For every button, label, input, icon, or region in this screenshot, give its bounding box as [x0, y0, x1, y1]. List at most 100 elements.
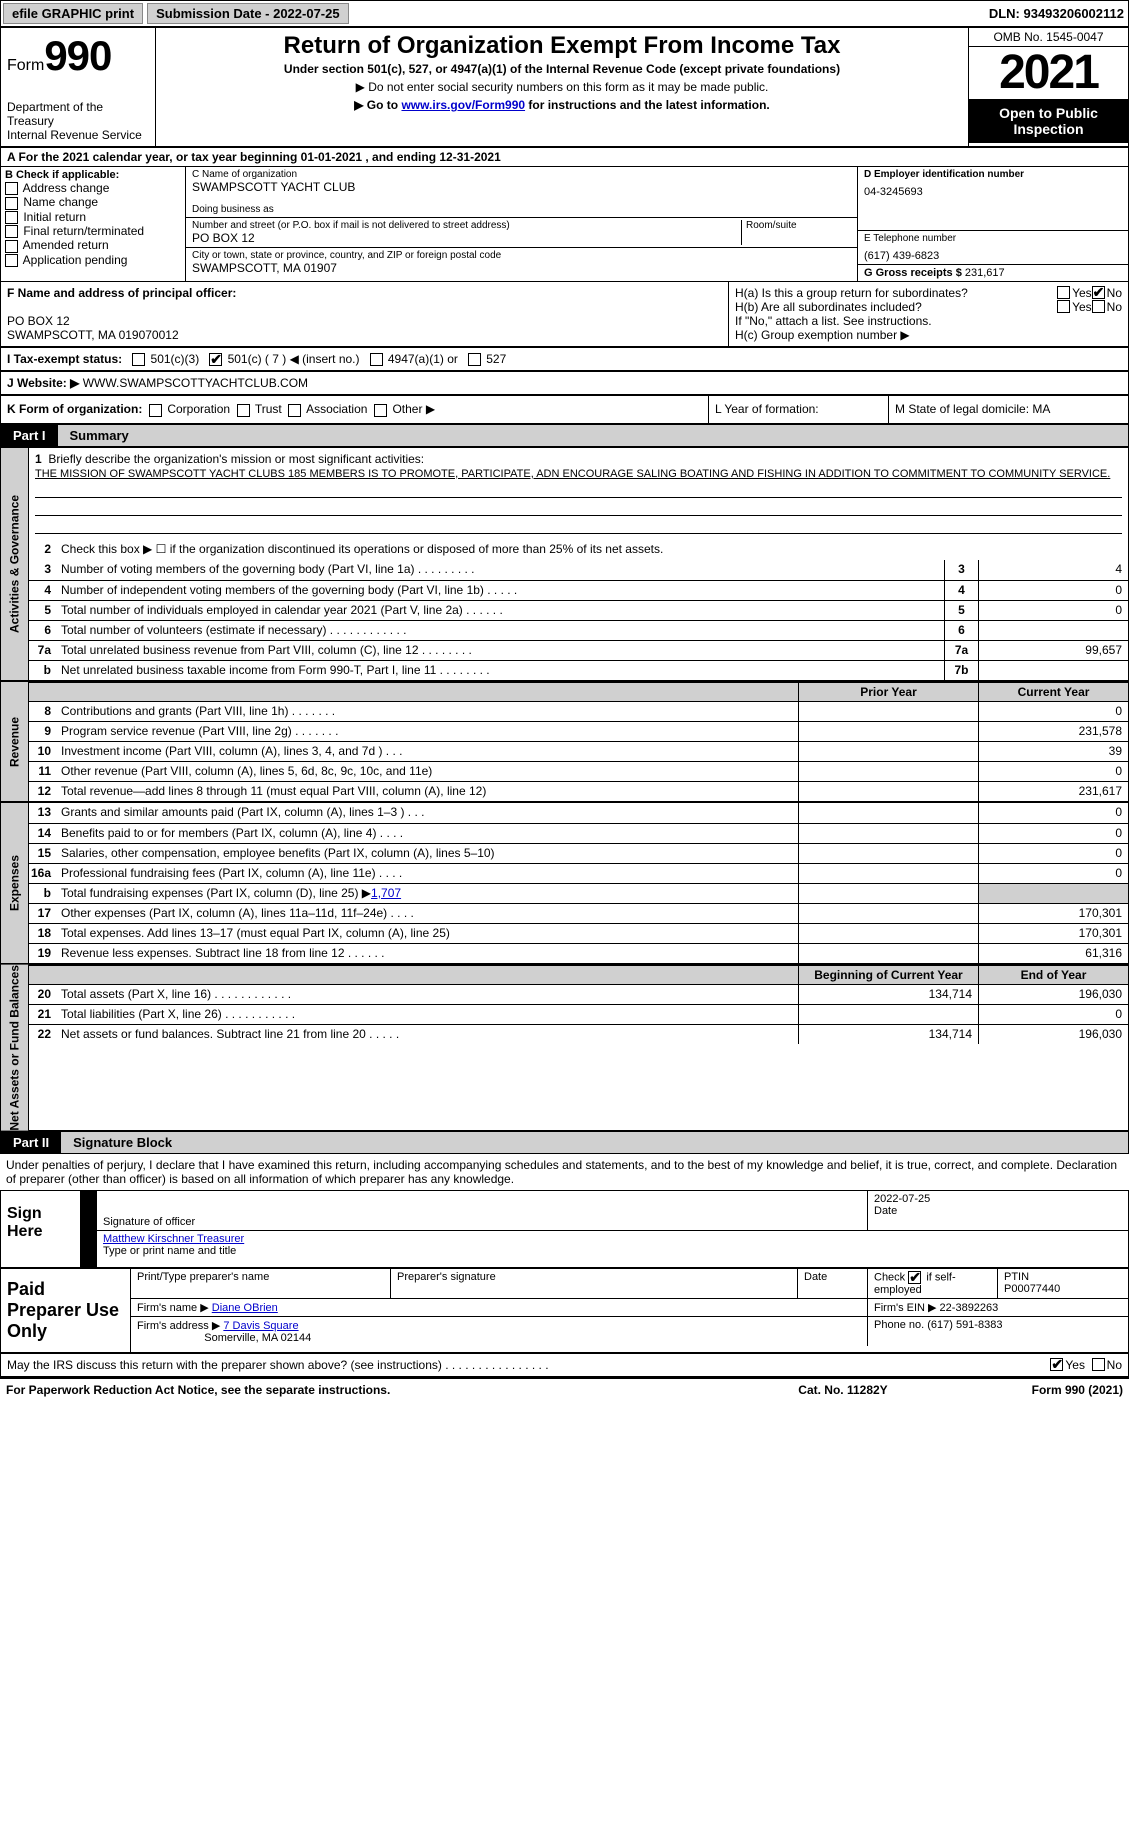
chk-label-0: Address change: [23, 181, 110, 195]
hb2-label: If "No," attach a list. See instructions…: [735, 314, 1122, 328]
gross-label: G Gross receipts $: [864, 267, 962, 279]
line10-curr: 39: [978, 742, 1128, 761]
line13-prior: [798, 803, 978, 823]
chk-4947[interactable]: [370, 353, 383, 366]
line5-box: 5: [944, 601, 978, 620]
chk-self-employed[interactable]: [908, 1271, 921, 1284]
line21-num: 21: [29, 1005, 57, 1024]
submission-date-button[interactable]: Submission Date - 2022-07-25: [147, 3, 349, 24]
line18-prior: [798, 924, 978, 943]
line9-desc: Program service revenue (Part VIII, line…: [57, 722, 798, 741]
hb-yes-checkbox[interactable]: [1057, 300, 1070, 313]
hdr-prior-year: Prior Year: [798, 683, 978, 701]
line14-desc: Benefits paid to or for members (Part IX…: [57, 824, 798, 843]
line22-num: 22: [29, 1025, 57, 1044]
chk-trust[interactable]: [237, 404, 250, 417]
address-cell: Number and street (or P.O. box if mail i…: [186, 218, 857, 248]
part1-title: Summary: [58, 425, 1128, 446]
row-a-calendar-year: A For the 2021 calendar year, or tax yea…: [0, 147, 1129, 167]
line5-desc: Total number of individuals employed in …: [57, 601, 944, 620]
sign-here-label: Sign Here: [1, 1191, 81, 1267]
prep-sig-label: Preparer's signature: [391, 1269, 798, 1298]
line11-curr: 0: [978, 762, 1128, 781]
firm-name-label: Firm's name ▶: [137, 1302, 209, 1314]
line20-curr: 196,030: [978, 985, 1128, 1004]
line6-val: [978, 621, 1128, 640]
chk-name-change[interactable]: [5, 197, 18, 210]
chk-501c3[interactable]: [132, 353, 145, 366]
line21-curr: 0: [978, 1005, 1128, 1024]
ha-label: H(a) Is this a group return for subordin…: [735, 286, 1057, 300]
opt-trust: Trust: [255, 402, 282, 416]
line15-prior: [798, 844, 978, 863]
line7b-desc: Net unrelated business taxable income fr…: [57, 661, 944, 680]
section-revenue: Revenue Prior YearCurrent Year 8Contribu…: [0, 681, 1129, 802]
part1-tag: Part I: [1, 425, 58, 446]
line11-prior: [798, 762, 978, 781]
org-name-label: C Name of organization: [192, 169, 851, 180]
hb-no-checkbox[interactable]: [1092, 300, 1105, 313]
mission-label: Briefly describe the organization's miss…: [48, 452, 424, 466]
chk-amended[interactable]: [5, 240, 18, 253]
ha-yes: Yes: [1072, 286, 1092, 300]
line16a-desc: Professional fundraising fees (Part IX, …: [57, 864, 798, 883]
opt-501c3: 501(c)(3): [151, 352, 200, 366]
chk-527[interactable]: [468, 353, 481, 366]
chk-final-return[interactable]: [5, 225, 18, 238]
discuss-no-checkbox[interactable]: [1092, 1358, 1105, 1371]
column-b-checkboxes: B Check if applicable: Address change Na…: [1, 167, 186, 281]
officer-addr2: SWAMPSCOTT, MA 019070012: [7, 328, 179, 342]
chk-initial-return[interactable]: [5, 211, 18, 224]
row-k-org-form: K Form of organization: Corporation Trus…: [0, 395, 1129, 423]
line6-desc: Total number of volunteers (estimate if …: [57, 621, 944, 640]
line20-desc: Total assets (Part X, line 16) . . . . .…: [57, 985, 798, 1004]
ha-no-checkbox[interactable]: [1092, 286, 1105, 299]
form-footer: Form 990 (2021): [943, 1383, 1123, 1397]
gross-cell: G Gross receipts $ 231,617: [858, 265, 1128, 281]
city-value: SWAMPSCOTT, MA 01907: [192, 261, 851, 275]
line4-desc: Number of independent voting members of …: [57, 581, 944, 600]
phone-value: (617) 439-6823: [864, 250, 1122, 262]
line18-desc: Total expenses. Add lines 13–17 (must eq…: [57, 924, 798, 943]
column-c-org-info: C Name of organization SWAMPSCOTT YACHT …: [186, 167, 1128, 281]
hb-yes: Yes: [1072, 300, 1092, 314]
opt-assoc: Association: [306, 402, 367, 416]
officer-info: F Name and address of principal officer:…: [1, 282, 728, 346]
line7b-box: 7b: [944, 661, 978, 680]
header-right: OMB No. 1545-0047 2021 Open to Public In…: [968, 28, 1128, 146]
firm-addr-label: Firm's address ▶: [137, 1320, 220, 1332]
chk-app-pending[interactable]: [5, 254, 18, 267]
chk-assoc[interactable]: [288, 404, 301, 417]
line18-num: 18: [29, 924, 57, 943]
line16b-desc: Total fundraising expenses (Part IX, col…: [57, 884, 798, 903]
footer-q-text: May the IRS discuss this return with the…: [7, 1358, 1050, 1372]
open-inspection: Open to Public Inspection: [969, 99, 1128, 143]
line17-desc: Other expenses (Part IX, column (A), lin…: [57, 904, 798, 923]
row-f-officer: F Name and address of principal officer:…: [0, 281, 1129, 347]
chk-501c[interactable]: [209, 353, 222, 366]
k-label: K Form of organization:: [7, 402, 142, 416]
efile-print-button[interactable]: efile GRAPHIC print: [3, 3, 143, 24]
discuss-yes-checkbox[interactable]: [1050, 1358, 1063, 1371]
dln-label: DLN: 93493206002112: [985, 6, 1128, 21]
chk-label-2: Initial return: [23, 210, 86, 224]
goto-pre: ▶ Go to: [354, 98, 401, 112]
ha-yes-checkbox[interactable]: [1057, 286, 1070, 299]
line16b-link[interactable]: 1,707: [371, 886, 401, 900]
city-label: City or town, state or province, country…: [192, 250, 851, 261]
chk-label-3: Final return/terminated: [23, 224, 144, 238]
chk-corp[interactable]: [149, 404, 162, 417]
irs-link[interactable]: www.irs.gov/Form990: [401, 98, 525, 112]
section-expenses: Expenses 13Grants and similar amounts pa…: [0, 802, 1129, 964]
line11-desc: Other revenue (Part VIII, column (A), li…: [57, 762, 798, 781]
section-net-assets: Net Assets or Fund Balances Beginning of…: [0, 964, 1129, 1132]
line3-box: 3: [944, 560, 978, 580]
line14-curr: 0: [978, 824, 1128, 843]
city-cell: City or town, state or province, country…: [186, 248, 857, 277]
vlabel-governance: Activities & Governance: [1, 448, 29, 680]
chk-other[interactable]: [374, 404, 387, 417]
line8-curr: 0: [978, 702, 1128, 721]
l-year-formation: L Year of formation:: [708, 396, 888, 422]
chk-address-change[interactable]: [5, 182, 18, 195]
line10-desc: Investment income (Part VIII, column (A)…: [57, 742, 798, 761]
